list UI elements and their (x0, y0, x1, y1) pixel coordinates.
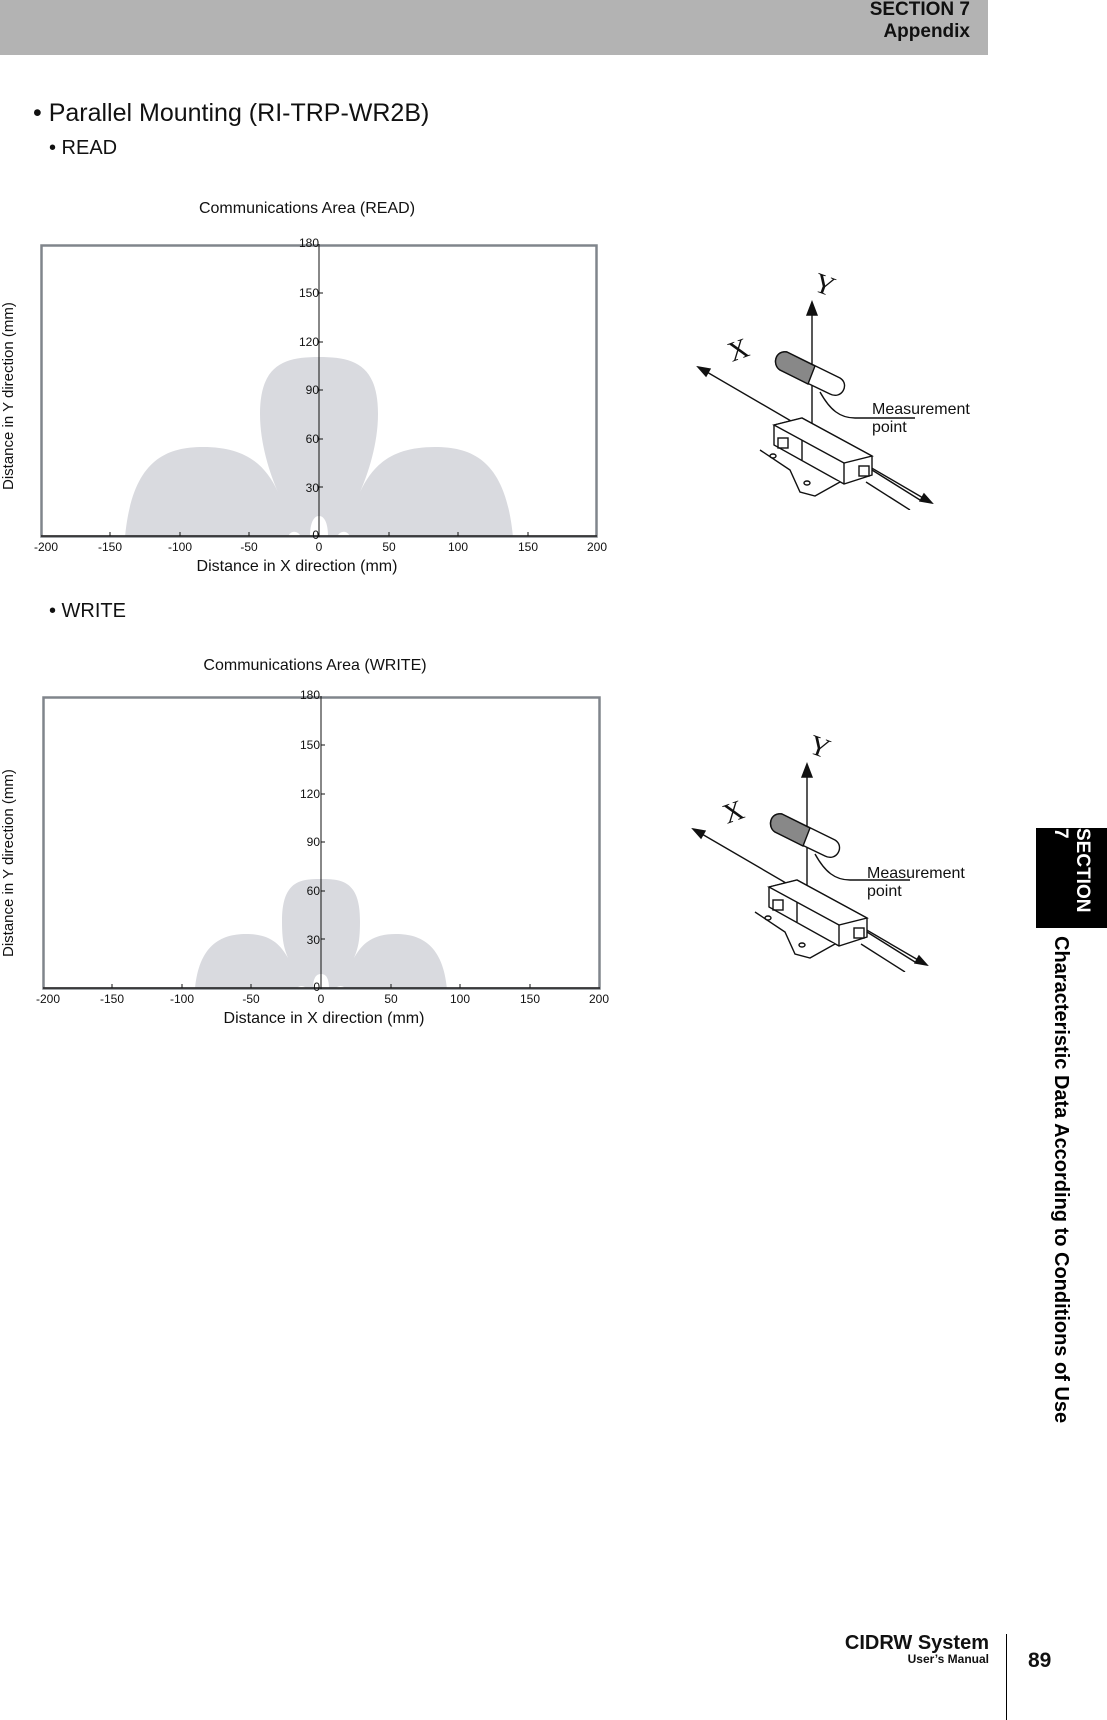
measurement-label-read: Measurement point (872, 401, 970, 436)
svg-text:Y: Y (805, 729, 835, 765)
x-tick: -200 (35, 992, 61, 1006)
y-tick: 180 (298, 236, 319, 250)
header-chapter-label: Appendix (883, 21, 970, 42)
y-tick: 60 (305, 432, 319, 446)
header-section: SECTION 7 Appendix (870, 0, 970, 43)
x-axis-label-read: Distance in X direction (mm) (196, 558, 398, 575)
footer-divider (1006, 1634, 1007, 1720)
x-tick: 150 (519, 992, 541, 1006)
y-tick: 120 (298, 335, 319, 349)
x-tick: 50 (382, 540, 396, 554)
y-tick: 30 (306, 933, 320, 947)
chart-title-read: Communications Area (READ) (198, 200, 416, 217)
x-axis-label-write: Distance in X direction (mm) (223, 1010, 425, 1027)
y-tick: 150 (299, 738, 320, 752)
y-tick: 0 (312, 528, 319, 542)
page-heading: • Parallel Mounting (RI-TRP-WR2B) (33, 99, 430, 127)
sensor-diagram-write: Y X (691, 729, 929, 972)
x-tick: 100 (449, 992, 471, 1006)
subsection-read: • READ (49, 137, 118, 159)
x-axis-glyph: X (724, 333, 754, 369)
y-tick: 90 (305, 383, 319, 397)
y-tick: 180 (299, 688, 320, 702)
x-tick: -200 (33, 540, 59, 554)
page-number: 89 (1028, 1649, 1052, 1672)
side-section-tab (1036, 828, 1107, 928)
x-tick: 50 (384, 992, 398, 1006)
y-axis-label-write: Distance in Y direction (mm) (0, 769, 17, 957)
y-axis-label-read: Distance in Y direction (mm) (0, 302, 17, 490)
subsection-write: • WRITE (49, 600, 126, 622)
footer-product: CIDRW System (844, 1632, 989, 1654)
y-tick: 30 (305, 481, 319, 495)
y-tick: 60 (306, 884, 320, 898)
x-tick: -100 (167, 540, 193, 554)
x-tick: 150 (517, 540, 539, 554)
footer-manual: User’s Manual (907, 1652, 989, 1666)
x-tick: 0 (317, 992, 325, 1006)
x-tick: -50 (240, 540, 258, 554)
x-tick: -100 (169, 992, 195, 1006)
side-chapter-title: Characteristic Data According to Conditi… (1050, 936, 1072, 1424)
header-bar: SECTION 7 Appendix (0, 0, 988, 55)
x-tick: -50 (242, 992, 260, 1006)
x-tick: -150 (99, 992, 125, 1006)
chart-read (40, 244, 598, 538)
x-tick: 200 (588, 992, 610, 1006)
y-tick: 0 (313, 980, 320, 994)
y-tick: 150 (298, 286, 319, 300)
x-tick: 100 (447, 540, 469, 554)
svg-text:X: X (719, 795, 749, 831)
y-tick: 90 (306, 835, 320, 849)
chart-write (42, 696, 601, 990)
chart-title-write: Communications Area (WRITE) (203, 657, 427, 674)
y-axis-glyph: Y (810, 267, 840, 303)
x-tick: -150 (97, 540, 123, 554)
header-section-label: SECTION 7 (869, 0, 970, 20)
sensor-diagram-read: Y X (696, 267, 934, 510)
measurement-label-write: Measurement point (867, 865, 965, 900)
x-tick: 200 (586, 540, 608, 554)
y-tick: 120 (299, 787, 320, 801)
side-section-label: SECTION 7 (1050, 828, 1094, 913)
x-tick: 0 (315, 540, 323, 554)
